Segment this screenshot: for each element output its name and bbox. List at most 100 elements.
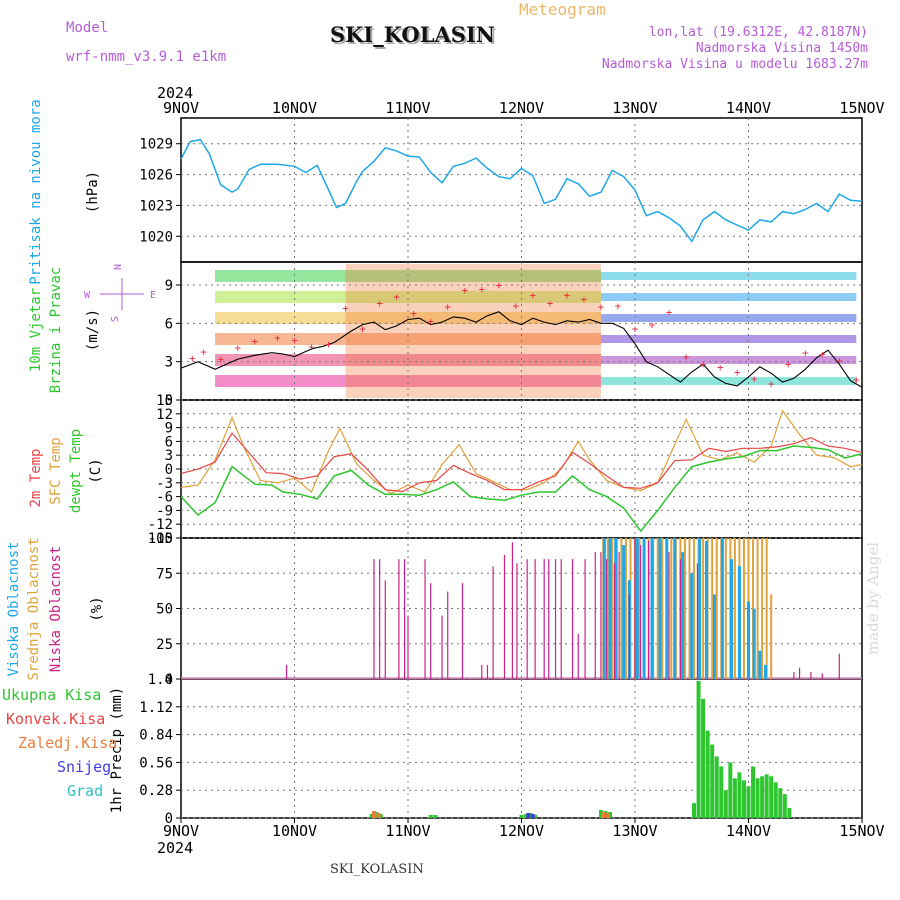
- cloud-bar: [642, 538, 646, 679]
- bottom-time-label: 11NOV: [385, 822, 430, 840]
- cloud-bar: [681, 552, 685, 679]
- wind-marker: +: [513, 299, 520, 312]
- precip-bar: [782, 794, 787, 818]
- precip-bar: [369, 814, 374, 818]
- top-time-label: 12NOV: [499, 99, 544, 117]
- wind-barb-area: [345, 264, 601, 398]
- dewpt-axis-label: dewpt Temp: [68, 429, 84, 513]
- precip-bar: [778, 788, 783, 818]
- wind-marker: +: [564, 289, 571, 302]
- cloud-bar: [481, 664, 483, 679]
- precip-bar: [760, 776, 765, 818]
- cloud-bar: [560, 559, 562, 679]
- temperature-ytick-label: -12: [148, 517, 173, 533]
- pressure-line: [180, 138, 863, 243]
- pressure-ytick-label: 1029: [139, 137, 173, 153]
- cloud-bar: [534, 559, 536, 679]
- precip-bar: [714, 756, 719, 818]
- wind-marker: +: [325, 338, 332, 351]
- precip-legend-item: Zaledj.Kisa: [18, 734, 117, 752]
- precip-bar: [608, 812, 613, 818]
- cloud-bar: [661, 538, 664, 679]
- wind-marker: +: [734, 366, 741, 379]
- temperature-ytick-label: -3: [156, 476, 173, 492]
- cloud-bar: [638, 538, 641, 679]
- precipitation-ytick-label: 0: [165, 811, 173, 827]
- precip-bar: [530, 814, 535, 818]
- wind-ytick-label: 3: [165, 355, 173, 371]
- precip-bar: [764, 774, 769, 818]
- mid-cloud-axis-label: Srednja Oblacnost: [26, 537, 42, 680]
- precipitation-frame: [180, 678, 863, 819]
- precipitation-ytick-label: 0.28: [139, 783, 173, 799]
- precip-bar: [710, 744, 715, 818]
- wind-marker: +: [547, 297, 554, 310]
- precipitation-ytick-label: 0.56: [139, 755, 173, 771]
- dewpt-temp-line: [180, 445, 863, 533]
- wind-speed-line: [180, 311, 863, 388]
- cloud-bar: [650, 538, 654, 679]
- wind-marker: +: [853, 374, 860, 387]
- top-time-label: 10NOV: [272, 99, 317, 117]
- wind-marker: +: [342, 302, 349, 315]
- cloud-bar: [447, 591, 449, 679]
- wind-marker: +: [802, 347, 809, 360]
- cloud-bar: [696, 563, 699, 679]
- cloud-bar: [756, 538, 759, 679]
- cloud-bar: [683, 538, 686, 679]
- cloud-bar: [571, 559, 574, 679]
- cloud-bar: [698, 538, 702, 679]
- cloud-bar: [733, 538, 736, 679]
- cloud-bar: [584, 559, 586, 679]
- cloud-bar: [761, 538, 764, 679]
- pressure-unit-label: (hPa): [85, 171, 101, 213]
- cloud-bar: [618, 552, 620, 679]
- cloud-bar: [720, 538, 724, 679]
- wind-barb-band: [215, 375, 601, 387]
- wind-barb-band: [600, 377, 857, 385]
- precip-bar: [603, 811, 608, 818]
- cloud-bar: [634, 538, 636, 679]
- cloud-bar: [656, 538, 659, 679]
- precip-bar: [692, 803, 697, 818]
- precip-bar: [701, 698, 706, 818]
- wind-marker: +: [819, 348, 826, 361]
- sfc-temp-axis-label: SFC Temp: [48, 437, 64, 504]
- temp-2m-axis-label: 2m Temp: [28, 448, 44, 507]
- wind-ytick-label: 6: [165, 316, 173, 332]
- cloud-bar: [602, 538, 606, 679]
- cloud-bar: [810, 671, 812, 679]
- cloud-bar: [670, 538, 673, 679]
- high-cloud-axis-label: Visoka Oblacnost: [6, 542, 22, 677]
- wind-marker: +: [615, 299, 622, 312]
- cloud-bar: [407, 615, 409, 679]
- low-cloud-axis-label: Niska Oblacnost: [48, 546, 64, 672]
- cloud-bar: [628, 594, 630, 679]
- wind-axis-label-2: Brzina i Pravac: [48, 267, 64, 393]
- cloud-bar: [729, 559, 733, 679]
- cloud-bar: [752, 608, 756, 679]
- cloud-bar: [635, 538, 639, 679]
- cloud-bar: [770, 594, 773, 679]
- pressure-ytick-label: 1026: [139, 168, 173, 184]
- cloud-bar: [693, 538, 696, 679]
- cloud-bar: [543, 559, 545, 679]
- cloud-bar: [373, 559, 375, 679]
- precip-bar: [433, 815, 438, 818]
- cloud-bar: [764, 664, 768, 679]
- wind-marker: +: [359, 322, 366, 335]
- wind-marker: +: [649, 319, 656, 332]
- wind-barb-band: [600, 293, 857, 301]
- top-time-label: 11NOV: [385, 99, 430, 117]
- precip-bar: [601, 812, 606, 818]
- cloud-bar: [554, 559, 557, 679]
- cloud-bar: [614, 538, 618, 679]
- wind-barb-band: [600, 272, 857, 280]
- cloud-bar: [608, 538, 612, 679]
- cloud-bar: [705, 540, 709, 679]
- cloud-bar: [379, 559, 381, 679]
- precip-legend-item: Konvek.Kisa: [6, 710, 105, 728]
- precip-bar: [705, 730, 710, 818]
- elevation-label: Nadmorska Visina 1450m: [695, 41, 868, 56]
